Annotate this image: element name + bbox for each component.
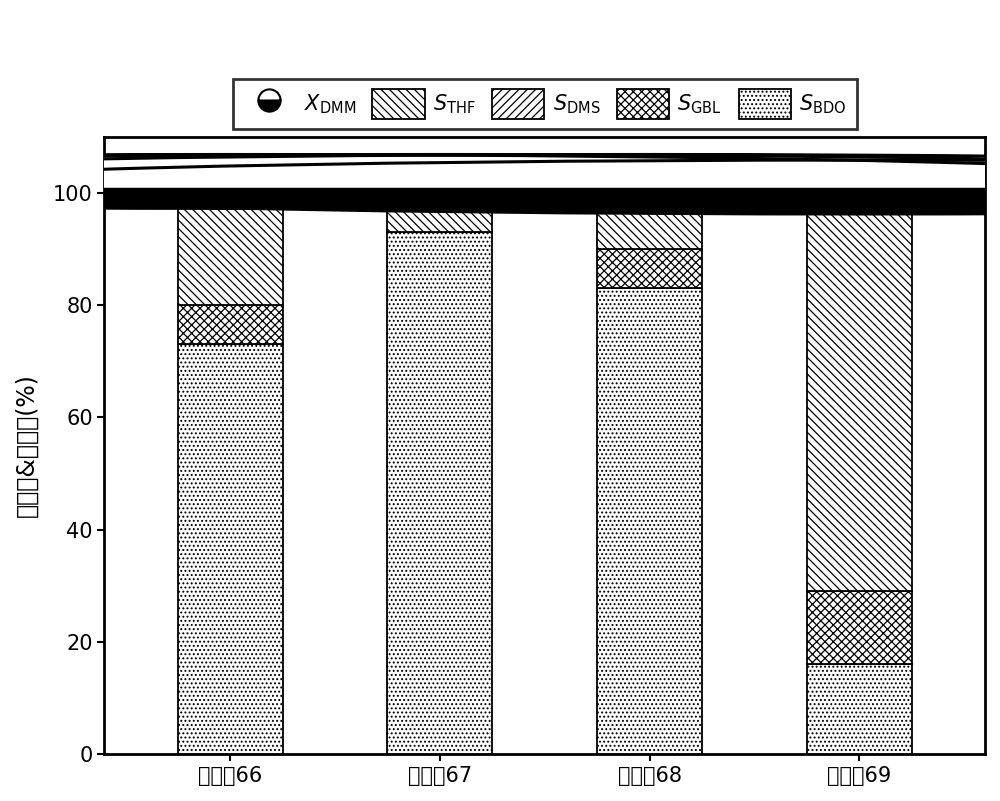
Wedge shape xyxy=(0,160,1000,187)
Bar xyxy=(807,193,912,591)
Circle shape xyxy=(0,155,1000,208)
Bar xyxy=(597,288,702,755)
Bar xyxy=(387,232,492,755)
Bar xyxy=(178,193,283,305)
Bar xyxy=(807,664,912,755)
Bar xyxy=(597,249,702,288)
Bar xyxy=(178,305,283,344)
Bar xyxy=(387,193,492,232)
Circle shape xyxy=(0,155,1000,208)
Legend: $X_{\mathrm{DMM}}$, $S_{\mathrm{THF}}$, $S_{\mathrm{DMS}}$, $S_{\mathrm{GBL}}$, : $X_{\mathrm{DMM}}$, $S_{\mathrm{THF}}$, … xyxy=(233,79,857,129)
Bar xyxy=(178,344,283,755)
Y-axis label: 转化率&选择性(%): 转化率&选择性(%) xyxy=(15,373,39,517)
Wedge shape xyxy=(0,155,1000,182)
Wedge shape xyxy=(0,155,1000,182)
Bar xyxy=(807,591,912,664)
Circle shape xyxy=(0,160,1000,214)
Circle shape xyxy=(0,155,1000,208)
Wedge shape xyxy=(0,155,1000,182)
Bar xyxy=(597,193,702,249)
